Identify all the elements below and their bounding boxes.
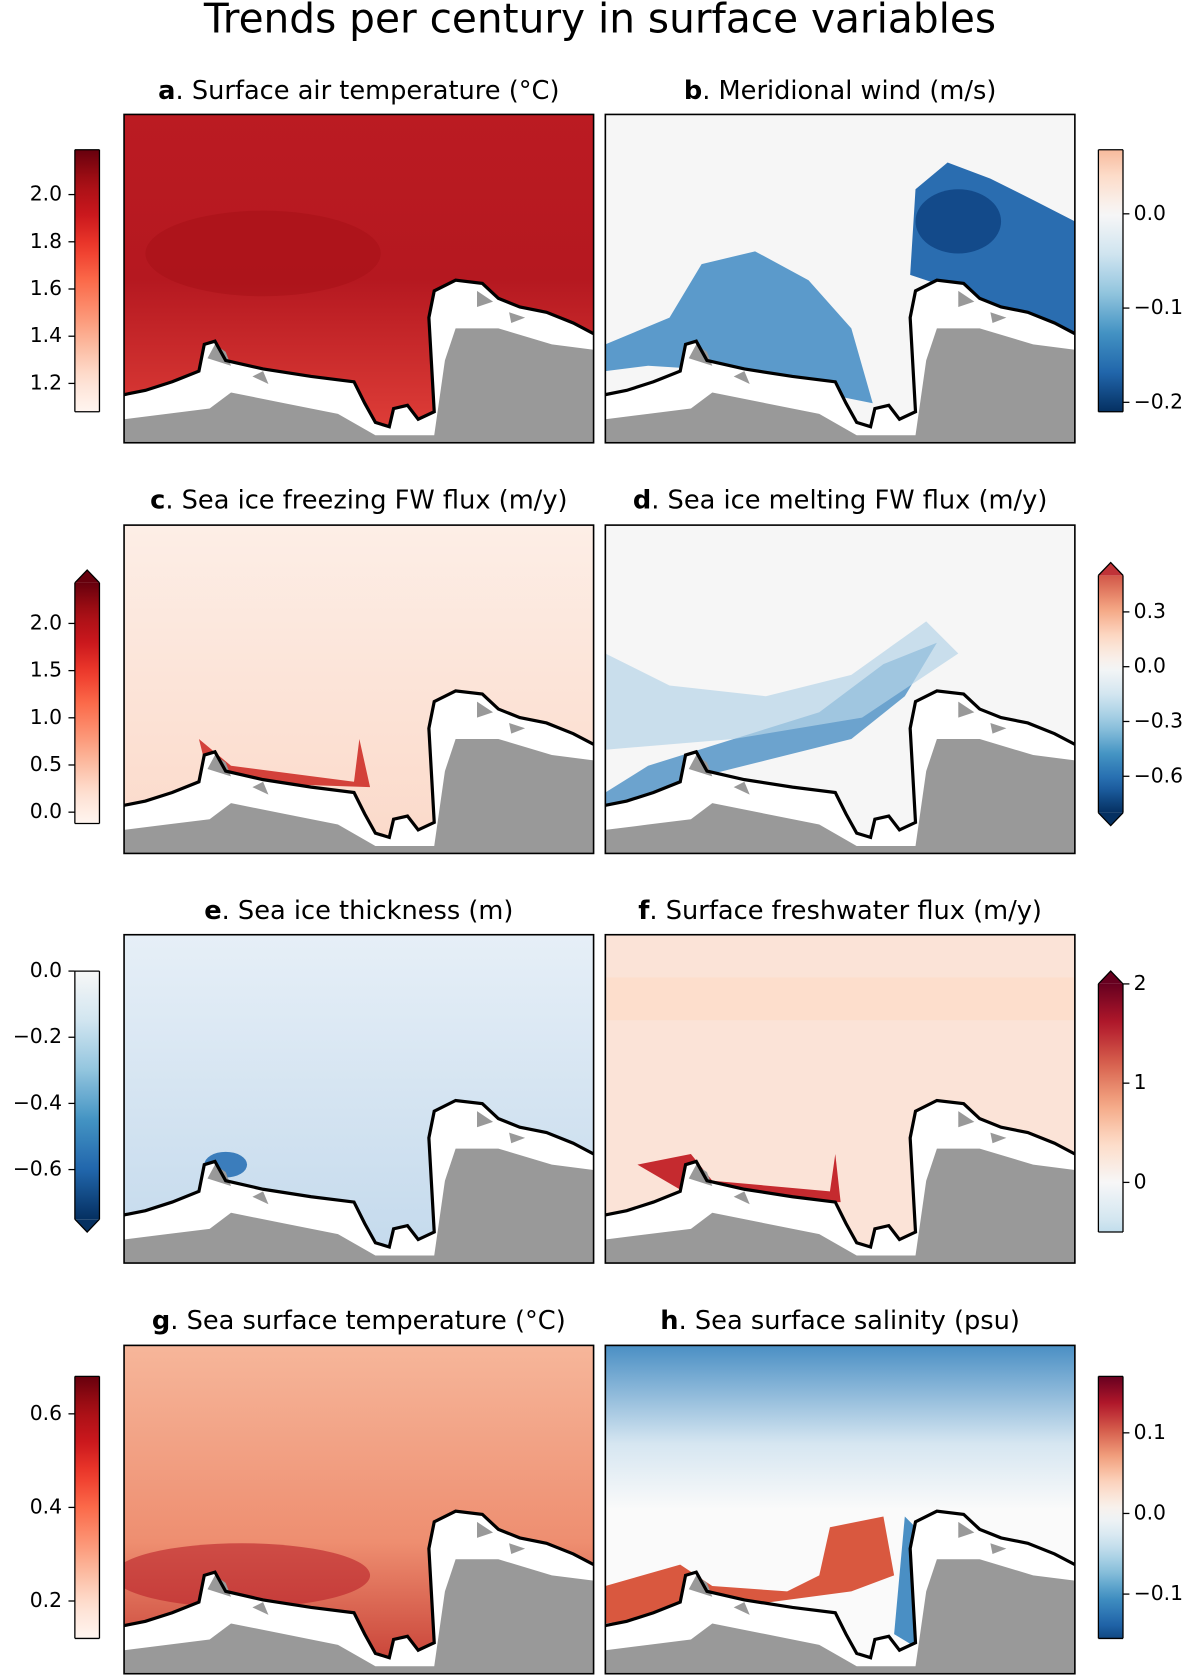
map-frame xyxy=(604,1344,1076,1675)
colorbar-outline xyxy=(74,1375,101,1640)
colorbar-tick-label: 1.2 xyxy=(30,370,62,394)
map-frame xyxy=(604,933,1076,1264)
colorbar xyxy=(1098,983,1123,1233)
map-frame xyxy=(604,113,1076,444)
panel-letter: f xyxy=(638,896,650,926)
map-panel xyxy=(124,525,594,854)
colorbar xyxy=(74,971,100,1220)
colorbar-tick-label: 0.1 xyxy=(1134,1420,1166,1444)
colorbar-tick-label: 2.0 xyxy=(30,610,62,634)
colorbar-extend xyxy=(1098,971,1123,984)
map-panel xyxy=(605,934,1075,1264)
colorbar-tick-label: −0.4 xyxy=(13,1090,62,1114)
map-frame xyxy=(123,933,595,1264)
map-frame xyxy=(604,524,1076,855)
colorbar-tick-label: 0.5 xyxy=(30,752,62,776)
colorbar xyxy=(1098,149,1123,412)
map-panel xyxy=(605,525,1075,854)
colorbar-tick-label: 0.3 xyxy=(1134,599,1166,623)
colorbar-tick-label: 1 xyxy=(1134,1070,1147,1094)
colorbar-tick-label: −0.2 xyxy=(1134,389,1183,413)
colorbar-tick-label: 2.0 xyxy=(30,182,62,206)
panel-title-text: . Meridional wind (m/s) xyxy=(702,75,996,105)
panel-title: f. Surface freshwater flux (m/y) xyxy=(638,896,1042,926)
panel-title-text: . Sea ice melting FW flux (m/y) xyxy=(651,485,1047,515)
panel-title: e. Sea ice thickness (m) xyxy=(204,896,513,926)
panel-title: g. Sea surface temperature (°C) xyxy=(152,1305,566,1335)
panel-letter: h xyxy=(660,1305,678,1335)
panel-title: d. Sea ice melting FW flux (m/y) xyxy=(633,485,1047,515)
colorbar-tick-label: 1.4 xyxy=(30,323,62,347)
colorbar xyxy=(1098,575,1123,813)
colorbar-extend xyxy=(1098,562,1123,576)
panel-title-text: . Surface air temperature (°C) xyxy=(176,75,560,105)
panel-letter: d xyxy=(633,485,651,515)
colorbar-outline xyxy=(1097,1375,1124,1640)
map-panel xyxy=(605,1345,1075,1674)
colorbar-tick-label: 0.0 xyxy=(1134,201,1166,225)
colorbar-outline xyxy=(74,569,101,825)
colorbar-outline xyxy=(1097,149,1124,413)
panel-title: h. Sea surface salinity (psu) xyxy=(660,1305,1020,1335)
panel-letter: b xyxy=(684,75,702,105)
map-frame xyxy=(123,1344,595,1675)
panel-letter: a xyxy=(158,75,175,105)
colorbar-tick-label: −0.2 xyxy=(13,1024,62,1048)
colorbar-tick-label: 1.0 xyxy=(30,705,62,729)
colorbar-tick-label: −0.1 xyxy=(1134,295,1183,319)
colorbar-tick-label: 0.2 xyxy=(30,1588,62,1612)
colorbar xyxy=(74,149,100,412)
colorbar-tick-label: 1.6 xyxy=(30,276,62,300)
map-panel xyxy=(605,114,1075,443)
colorbar-tick-label: 1.8 xyxy=(30,229,62,253)
colorbar xyxy=(74,1376,100,1639)
figure-title: Trends per century in surface variables xyxy=(203,0,996,42)
map-panel xyxy=(124,114,594,443)
colorbar-tick-label: 0.0 xyxy=(30,958,62,982)
panel-title-text: . Sea ice thickness (m) xyxy=(222,896,514,926)
panel-title-text: . Sea surface temperature (°C) xyxy=(170,1305,565,1335)
colorbar-tick-label: 0.6 xyxy=(30,1401,62,1425)
colorbar-tick-label: −0.1 xyxy=(1134,1581,1183,1605)
colorbar-tick-label: 0 xyxy=(1134,1169,1147,1193)
panel-title: c. Sea ice freezing FW flux (m/y) xyxy=(150,485,567,515)
colorbar-tick-label: 0.0 xyxy=(30,799,62,823)
colorbar-tick-label: −0.3 xyxy=(1134,708,1183,732)
panel-title-text: . Sea ice freezing FW flux (m/y) xyxy=(165,485,567,515)
map-frame xyxy=(123,524,595,855)
colorbar-tick-label: 0.0 xyxy=(1134,1500,1166,1524)
colorbar-extend xyxy=(1098,812,1123,826)
colorbar-outline xyxy=(74,149,101,413)
colorbar-tick-label: −0.6 xyxy=(1134,763,1183,787)
colorbar-tick-label: −0.6 xyxy=(13,1157,62,1181)
colorbar-tick-label: 1.5 xyxy=(30,658,62,682)
map-panel xyxy=(124,934,594,1264)
map-frame xyxy=(123,113,595,444)
colorbar-extend xyxy=(74,1219,100,1233)
colorbar xyxy=(1098,1376,1123,1639)
panel-letter: g xyxy=(152,1305,170,1335)
colorbar-outline xyxy=(1097,561,1124,827)
map-panel xyxy=(124,1345,594,1674)
colorbar-tick-label: 0.4 xyxy=(30,1494,62,1518)
panel-title: a. Surface air temperature (°C) xyxy=(158,75,559,105)
colorbar-tick-label: 2 xyxy=(1134,971,1147,995)
panel-title-text: . Sea surface salinity (psu) xyxy=(679,1305,1020,1335)
panel-title-text: . Surface freshwater flux (m/y) xyxy=(649,896,1042,926)
panel-letter: c xyxy=(150,485,165,515)
panel-title: b. Meridional wind (m/s) xyxy=(684,75,997,105)
colorbar-outline xyxy=(74,970,101,1233)
colorbar-outline xyxy=(1097,970,1124,1233)
colorbar-extend xyxy=(74,570,100,583)
panel-letter: e xyxy=(204,896,221,926)
colorbar-tick-label: 0.0 xyxy=(1134,654,1166,678)
colorbar xyxy=(74,582,100,824)
